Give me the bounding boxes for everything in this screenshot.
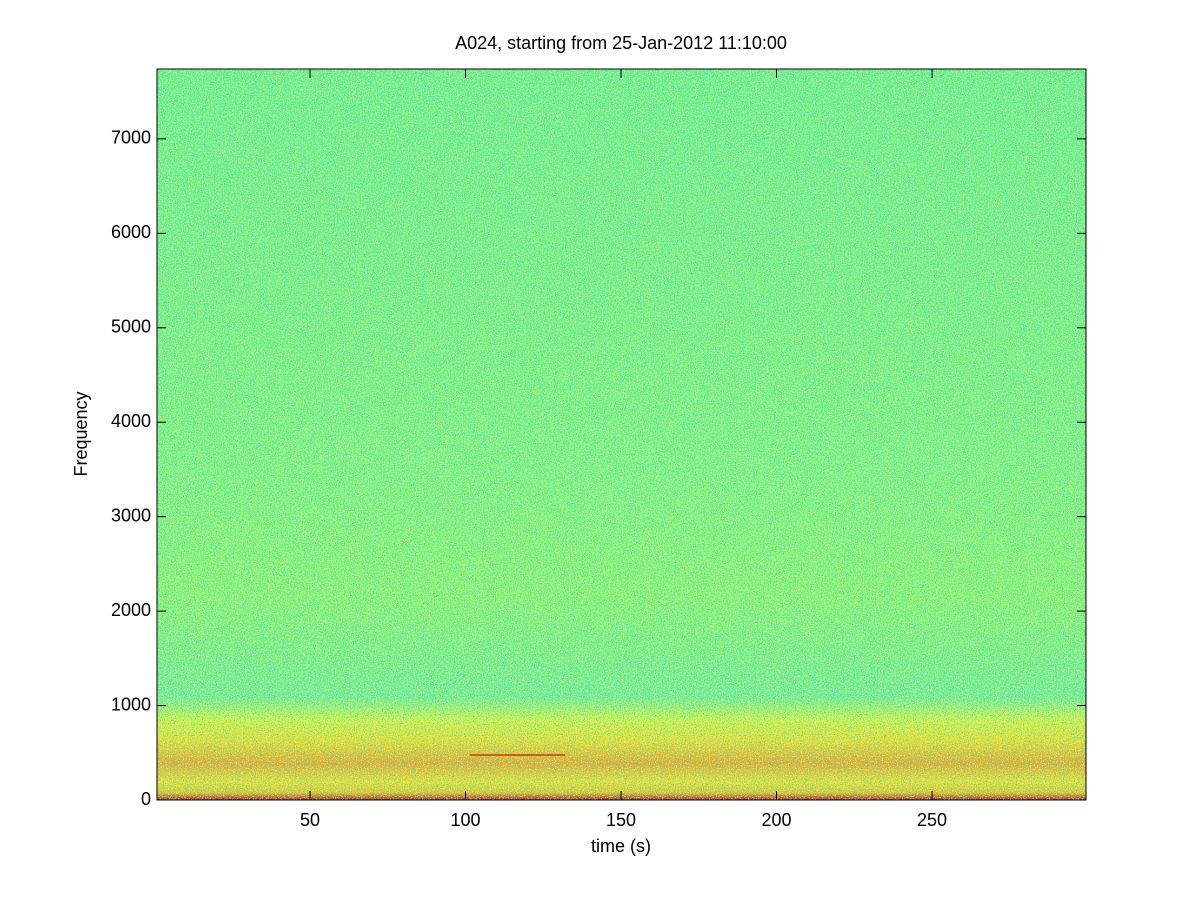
spectrogram-image (157, 69, 1086, 800)
y-tick-label: 0 (141, 789, 151, 809)
y-tick-label: 6000 (111, 222, 151, 242)
y-tick-label: 5000 (111, 317, 151, 337)
y-tick-label: 7000 (111, 128, 151, 148)
y-tick-label: 2000 (111, 600, 151, 620)
x-tick-label: 50 (300, 810, 320, 830)
x-tick-label: 150 (606, 810, 636, 830)
y-tick-label: 1000 (111, 694, 151, 714)
y-axis-label: Frequency (71, 391, 91, 476)
y-tick-label: 4000 (111, 411, 151, 431)
x-axis-label: time (s) (591, 836, 651, 856)
x-tick-label: 200 (762, 810, 792, 830)
y-tick-label: 3000 (111, 505, 151, 525)
x-tick-label: 100 (451, 810, 481, 830)
x-tick-label: 250 (917, 810, 947, 830)
chart-title: A024, starting from 25-Jan-2012 11:10:00 (455, 33, 787, 53)
